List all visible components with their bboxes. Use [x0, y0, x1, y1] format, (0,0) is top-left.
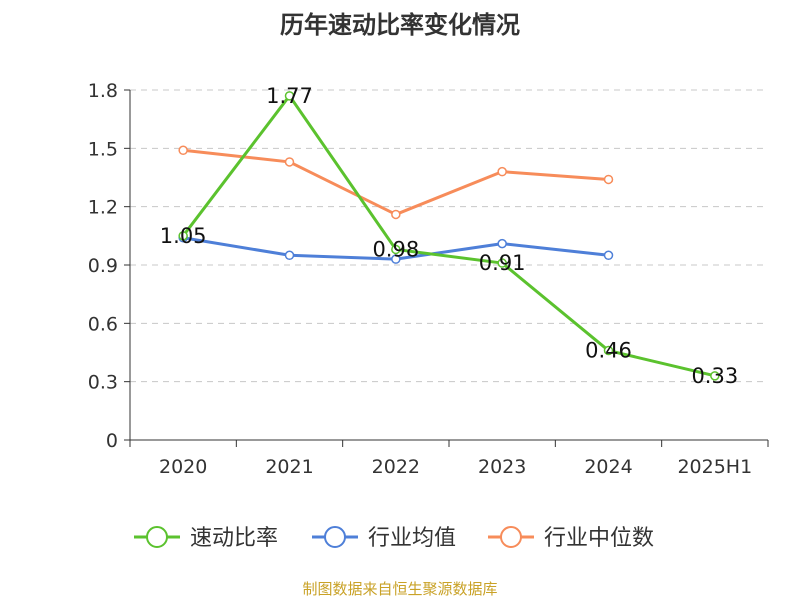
data-point-0 [710, 371, 720, 381]
legend-item-0: 速动比率 [134, 526, 278, 551]
series-line-2 [183, 148, 609, 216]
x-tick-label: 2021 [265, 456, 313, 478]
y-tick-label: 1.8 [88, 80, 118, 102]
legend-label: 速动比率 [190, 526, 278, 551]
data-point-0 [178, 231, 188, 241]
data-point-1 [391, 254, 401, 264]
x-tick-label: 2025H1 [677, 456, 752, 478]
x-tick-label: 2023 [478, 456, 526, 478]
data-label: 0.33 [691, 364, 738, 388]
data-point-2 [284, 157, 295, 167]
data-point-2 [178, 145, 188, 156]
series-lines [178, 91, 720, 381]
data-point-0 [603, 345, 614, 356]
data-point-1 [497, 238, 507, 249]
data-labels: 1.05 1.77 0.98 0.91 0.46 0.33 [160, 84, 738, 388]
data-point-1 [284, 250, 295, 261]
data-point-2 [391, 209, 401, 220]
y-tick-label: 0 [106, 430, 118, 452]
data-label: 0.91 [479, 251, 526, 275]
x-tick-label: 2022 [372, 456, 420, 478]
data-point-2 [603, 174, 614, 185]
legend-item-1: 行业均值 [312, 526, 456, 551]
source-note: 制图数据来自恒生聚源数据库 [302, 580, 498, 598]
legend-item-2: 行业中位数 [488, 526, 654, 551]
y-tick-label: 1.2 [88, 197, 118, 219]
legend-marker [146, 526, 168, 548]
y-tick-label: 0.6 [88, 313, 118, 335]
data-label: 0.98 [372, 237, 419, 261]
legend: 速动比率 行业均值 行业中位数 [134, 526, 654, 551]
x-tick-label: 2024 [584, 456, 632, 478]
legend-marker [500, 526, 522, 548]
legend-label: 行业均值 [368, 526, 456, 551]
data-point-0 [497, 258, 507, 268]
legend-marker [324, 526, 346, 548]
axes: 0 0.3 0.6 0.9 1.2 1.5 1.8 2020 2021 2022 2023 2024 2… [88, 80, 769, 478]
data-point-0 [391, 244, 401, 255]
data-point-1 [603, 250, 614, 261]
data-label: 1.05 [160, 224, 207, 248]
y-tick-label: 1.5 [88, 138, 118, 160]
y-tick-label: 0.3 [88, 372, 118, 394]
legend-label: 行业中位数 [544, 526, 654, 551]
data-label: 0.46 [585, 339, 632, 363]
data-point-0 [284, 91, 295, 101]
chart-title: 历年速动比率变化情况 [280, 11, 520, 39]
series-line-0 [181, 94, 716, 378]
data-label: 1.77 [266, 84, 313, 108]
data-point-2 [497, 166, 507, 177]
x-tick-label: 2020 [159, 456, 207, 478]
y-tick-label: 0.9 [88, 255, 118, 277]
grid-lines [130, 89, 768, 383]
